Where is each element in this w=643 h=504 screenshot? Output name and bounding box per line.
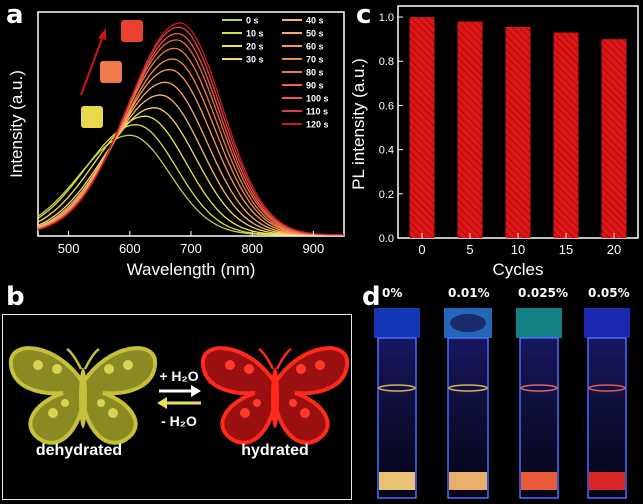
legend-label-1: 10 s — [246, 29, 264, 39]
spectrum-line-5 — [37, 81, 344, 236]
spectra-y-axis-label: Intensity (a.u.) — [7, 70, 26, 178]
spectra-lines — [37, 22, 345, 236]
bar-x-tick-1: 5 — [466, 242, 473, 257]
legend-label-6: 60 s — [306, 42, 324, 52]
legend-label-2: 20 s — [246, 42, 264, 52]
spectra-x-axis-label: Wavelength (nm) — [127, 260, 256, 279]
red-butterfly — [200, 346, 350, 445]
cuvette-3 — [584, 308, 630, 499]
panel-letter-c: c — [356, 0, 372, 30]
yellow-butterfly — [8, 346, 158, 445]
time-arrow-head — [98, 28, 106, 40]
spectra-x-tick-0: 500 — [58, 241, 80, 256]
bar-y-tick-3: 0.6 — [379, 100, 394, 112]
bar-x-axis-label: Cycles — [492, 260, 543, 279]
legend-label-4: 40 s — [306, 16, 324, 26]
spectra-legend: 0 s 10 s 20 s 30 s 40 s 50 s 60 s 70 s 80 s 90 s 1… — [222, 16, 329, 130]
butterfly-photo-frame: + H₂O - H₂O dehydrated hydrated — [2, 314, 352, 500]
dehydrated-label: dehydrated — [36, 442, 122, 459]
cuvette-label-3: 0.05% — [588, 286, 630, 300]
spectra-x-tick-2: 700 — [180, 241, 202, 256]
panel-letter-b: b — [6, 282, 25, 312]
butterfly-photo: + H₂O - H₂O dehydrated hydrated — [8, 346, 350, 459]
spectra-x-ticks: 500 600 700 800 900 — [58, 231, 325, 256]
panel-letter-a: a — [6, 0, 24, 30]
legend-label-3: 30 s — [246, 55, 264, 65]
bar-y-axis-label: PL intensity (a.u.) — [350, 58, 368, 190]
cuvette-2 — [516, 308, 562, 499]
bar-y-tick-0: 0.0 — [379, 233, 394, 245]
bar-x-tick-4: 20 — [607, 242, 621, 257]
arrow-label-remove-water: - H₂O — [161, 413, 197, 429]
bar-x-tick-3: 15 — [559, 242, 573, 257]
bar-y-tick-5: 1.0 — [379, 12, 394, 24]
spectra-x-tick-3: 800 — [241, 241, 263, 256]
cuvette-0 — [374, 308, 420, 499]
cuvette-label-2: 0.025% — [518, 286, 568, 300]
hydrated-label: hydrated — [241, 442, 309, 459]
bar-x-tick-2: 10 — [511, 242, 525, 257]
cuvette-label-0: 0% — [382, 286, 403, 300]
panel-letter-d: d — [362, 282, 381, 312]
bar-0 — [409, 17, 435, 238]
bar-1 — [457, 21, 483, 238]
legend-label-0: 0 s — [246, 16, 259, 26]
cuvette-1 — [444, 308, 492, 499]
spectrum-line-12 — [37, 22, 344, 236]
bar-y-tick-1: 0.2 — [379, 189, 394, 201]
legend-label-11: 110 s — [306, 107, 328, 117]
cycles-bar-chart: 0.0 0.2 0.4 0.6 0.8 1.0 0 5 10 15 20 Cycles PL in… — [350, 5, 639, 279]
bar-x-tick-0: 0 — [418, 242, 425, 257]
arrow-label-add-water: + H₂O — [159, 368, 198, 384]
legend-label-10: 100 s — [306, 94, 329, 104]
legend-label-12: 120 s — [306, 120, 329, 130]
bar-y-tick-4: 0.8 — [379, 56, 394, 68]
legend-label-7: 70 s — [306, 55, 324, 65]
bar-3 — [553, 32, 579, 239]
legend-label-9: 90 s — [306, 81, 324, 91]
color-swatch-yellow — [81, 106, 103, 128]
bar-x-ticks: 0 5 10 15 20 — [418, 233, 621, 257]
color-swatch-orange — [100, 61, 122, 83]
legend-label-5: 50 s — [306, 29, 324, 39]
spectra-x-tick-4: 900 — [303, 241, 325, 256]
legend-label-8: 80 s — [306, 68, 324, 78]
bar-4 — [601, 39, 627, 239]
bar-y-ticks: 0.0 0.2 0.4 0.6 0.8 1.0 — [379, 12, 403, 245]
color-swatch-red — [121, 20, 143, 42]
bar-group — [409, 17, 627, 239]
time-arrow — [80, 35, 104, 96]
bar-2 — [505, 26, 531, 238]
spectra-x-tick-1: 600 — [119, 241, 141, 256]
bar-y-tick-2: 0.4 — [379, 145, 394, 157]
spectra-chart: 500 600 700 800 900 0 s 10 s 20 s 30 s 40 s 50 s 6… — [7, 11, 345, 279]
cuvette-photo: 0% 0.01% 0.025% 0.05% — [360, 286, 643, 504]
cuvette-label-1: 0.01% — [448, 286, 490, 300]
cuvette-drawing — [374, 308, 630, 499]
